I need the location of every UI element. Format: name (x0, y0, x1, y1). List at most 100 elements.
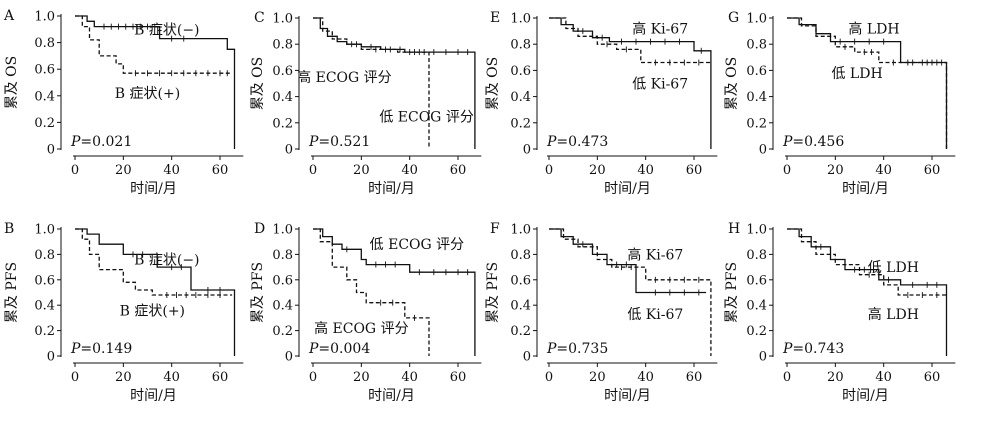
y-tick-label: 0.4 (34, 89, 55, 104)
km-curve (549, 17, 712, 149)
x-tick-label: 60 (212, 163, 229, 178)
p-value: P=0.743 (782, 341, 844, 357)
km-panel-E: E 0 0.2 0.4 0.6 0.8 1.0 0 20 40 60 时间/月 累及 OS 高 Ki-67… (485, 10, 718, 197)
y-tick-label: 0.2 (272, 324, 293, 339)
y-axis-title: 累及 PFS (485, 262, 501, 323)
panel-letter: E (490, 10, 500, 26)
y-tick-label: 0.8 (34, 36, 55, 51)
y-axis-title: 累及 PFS (250, 262, 266, 323)
x-tick-label: 0 (545, 163, 553, 178)
x-tick-label: 20 (115, 370, 132, 385)
y-tick-label: 0.4 (746, 299, 767, 314)
km-panel-B: B 0 0.2 0.4 0.6 0.8 1.0 0 20 40 60 时间/月 累及 PFS B 症状(−… (4, 221, 244, 404)
y-tick-label: 0.8 (272, 38, 293, 53)
x-tick-label: 60 (924, 370, 941, 385)
x-axis-title: 时间/月 (130, 181, 177, 197)
group-label: B 症状(−) (134, 22, 199, 38)
km-panel-A: A 0 0.2 0.4 0.6 0.8 1.0 0 20 40 60 时间/月 累及 OS B 症状(−)… (3, 8, 244, 197)
km-curve (313, 17, 430, 149)
group-label: 高 LDH (868, 306, 919, 323)
y-tick-label: 0.8 (272, 248, 293, 263)
x-tick-label: 60 (212, 370, 229, 385)
p-value: P=0.735 (546, 341, 608, 357)
km-curve (549, 17, 711, 64)
y-tick-label: 0.6 (272, 64, 293, 79)
panel-letter: F (490, 221, 500, 237)
group-label: 高 Ki-67 (627, 246, 683, 263)
p-value: P=0.004 (308, 341, 370, 357)
group-label: 高 LDH (848, 20, 899, 37)
group-label: 低 ECOG 评分 (379, 109, 474, 125)
x-tick-label: 0 (71, 163, 79, 178)
y-tick-label: 0.4 (510, 90, 531, 105)
x-tick-label: 60 (924, 163, 941, 178)
group-label: B 症状(−) (134, 252, 199, 268)
y-tick-label: 0 (47, 350, 55, 365)
y-tick-label: 0.2 (272, 116, 293, 131)
x-tick-label: 60 (450, 370, 467, 385)
x-tick-label: 60 (686, 163, 703, 178)
group-label: 高 Ki-67 (632, 20, 688, 37)
group-label: 高 ECOG 评分 (314, 320, 409, 337)
panel-letter: G (728, 10, 739, 26)
x-tick-label: 40 (637, 370, 654, 385)
km-curve (787, 228, 947, 296)
y-tick-label: 1.0 (34, 10, 55, 25)
x-tick-label: 40 (163, 163, 180, 178)
x-tick-label: 0 (71, 370, 79, 385)
x-tick-label: 0 (309, 370, 317, 385)
y-tick-label: 1.0 (746, 223, 767, 238)
km-curve (787, 17, 948, 149)
y-tick-label: 0 (285, 350, 293, 365)
group-label: 低 Ki-67 (632, 77, 688, 93)
group-label: B 症状(+) (115, 86, 180, 102)
y-axis-title: 累及 PFS (724, 262, 740, 323)
x-tick-label: 60 (686, 370, 703, 385)
y-tick-label: 0 (523, 143, 531, 158)
x-tick-label: 20 (353, 163, 370, 178)
x-tick-label: 40 (163, 370, 180, 385)
group-label: 低 ECOG 评分 (370, 237, 465, 253)
y-tick-label: 0.6 (510, 273, 531, 288)
x-tick-label: 0 (783, 163, 791, 178)
y-tick-label: 0.2 (746, 324, 767, 339)
group-label: 低 Ki-67 (627, 307, 683, 323)
km-curve (549, 228, 707, 294)
y-tick-label: 0 (759, 143, 767, 158)
group-label: 低 LDH (831, 66, 882, 82)
y-tick-label: 0.8 (510, 248, 531, 263)
y-tick-label: 0.2 (34, 324, 55, 339)
x-tick-label: 20 (589, 370, 606, 385)
km-curve (313, 228, 476, 356)
y-tick-label: 1.0 (510, 223, 531, 238)
x-tick-label: 0 (545, 370, 553, 385)
group-label: B 症状(+) (120, 303, 185, 319)
x-tick-label: 0 (783, 370, 791, 385)
km-panel-D: D 0 0.2 0.4 0.6 0.8 1.0 0 20 40 60 时间/月 累及 PFS 低 ECOG… (250, 221, 482, 404)
x-tick-label: 40 (875, 370, 892, 385)
x-axis-title: 时间/月 (842, 388, 889, 404)
p-value: P=0.521 (308, 134, 370, 150)
x-axis-title: 时间/月 (368, 388, 415, 404)
y-tick-label: 0.6 (746, 64, 767, 79)
y-tick-label: 0.8 (510, 38, 531, 53)
x-axis-title: 时间/月 (130, 388, 177, 404)
panel-letter: C (254, 10, 265, 26)
y-tick-label: 0.4 (272, 90, 293, 105)
y-tick-label: 0.2 (510, 116, 531, 131)
km-curve (787, 228, 948, 356)
km-panel-H: H 0 0.2 0.4 0.6 0.8 1.0 0 20 40 60 时间/月 累及 PFS 低 LDH 高… (724, 221, 956, 404)
y-tick-label: 1.0 (746, 12, 767, 27)
y-tick-label: 0.6 (34, 63, 55, 78)
km-curve (549, 228, 712, 356)
y-tick-label: 0.6 (746, 273, 767, 288)
y-tick-label: 0.2 (746, 116, 767, 131)
x-tick-label: 20 (827, 163, 844, 178)
y-tick-label: 1.0 (34, 223, 55, 238)
panel-letter: H (728, 221, 740, 237)
x-tick-label: 20 (353, 370, 370, 385)
y-axis-title: 累及 PFS (4, 262, 20, 323)
panel-letter: D (254, 221, 265, 237)
x-tick-label: 40 (401, 370, 418, 385)
